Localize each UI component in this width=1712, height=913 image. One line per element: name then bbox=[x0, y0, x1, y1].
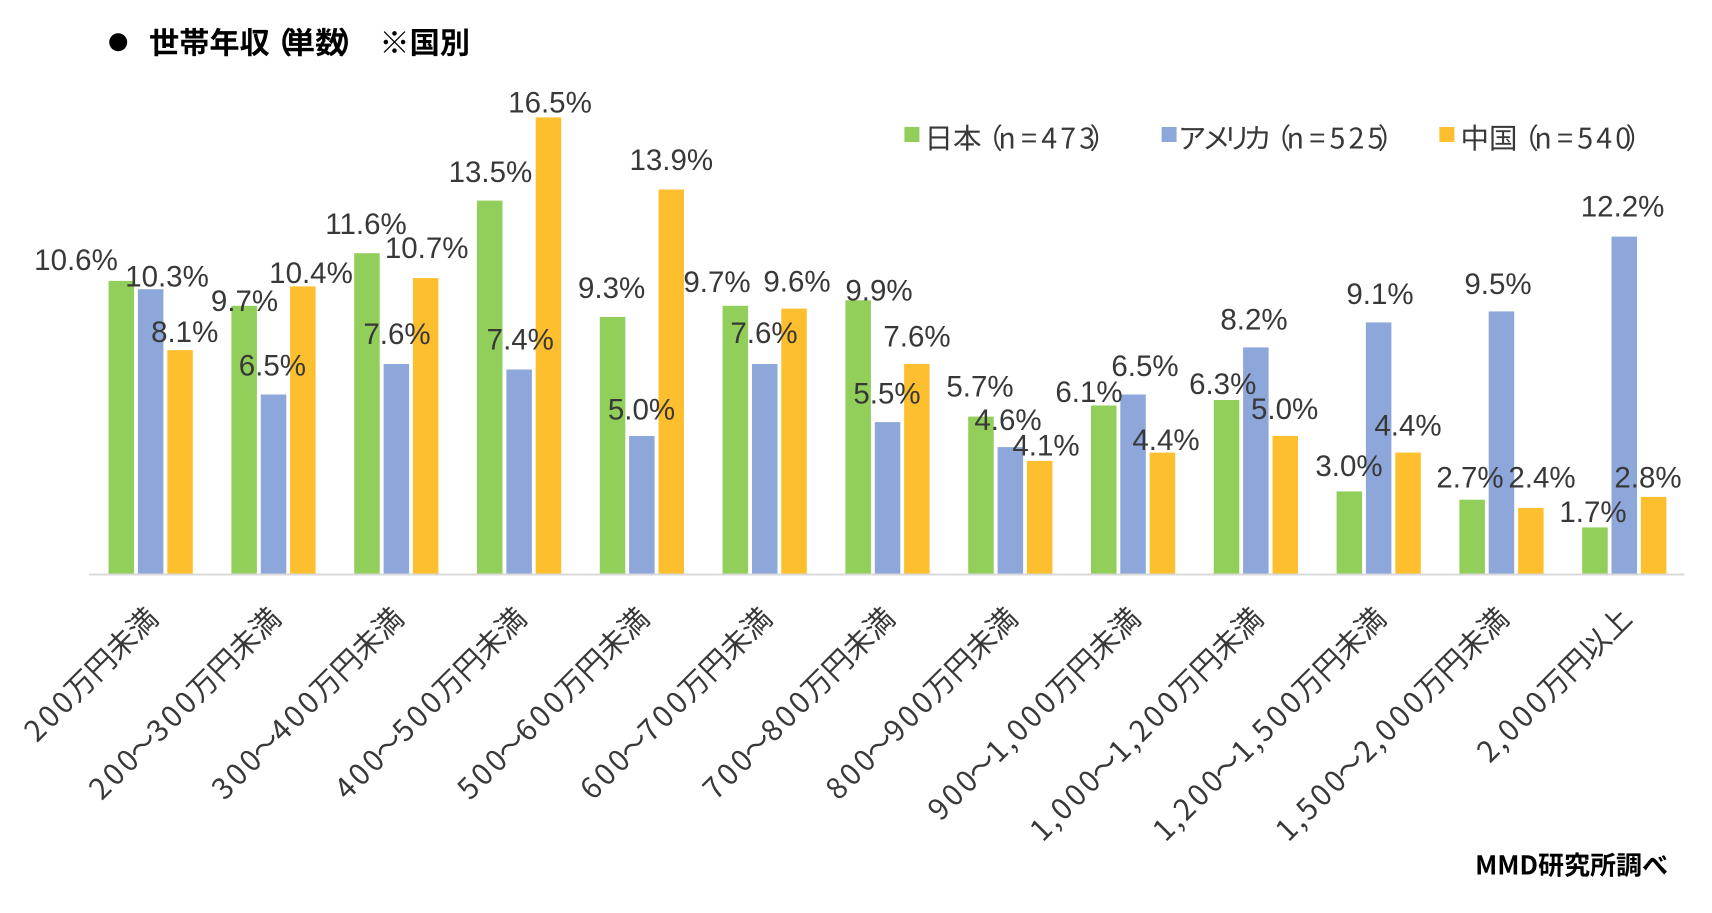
svg-text:4.4%: 4.4% bbox=[1132, 424, 1199, 457]
svg-text:6.5%: 6.5% bbox=[239, 350, 306, 383]
svg-text:9.7%: 9.7% bbox=[683, 266, 750, 299]
svg-text:1.7%: 1.7% bbox=[1559, 496, 1626, 529]
svg-text:7.6%: 7.6% bbox=[883, 321, 950, 354]
svg-text:2.8%: 2.8% bbox=[1614, 461, 1681, 494]
svg-text:2.7%: 2.7% bbox=[1436, 461, 1503, 494]
svg-text:11.6%: 11.6% bbox=[325, 208, 406, 241]
svg-text:4.6%: 4.6% bbox=[974, 404, 1041, 437]
svg-text:12.2%: 12.2% bbox=[1581, 191, 1665, 224]
svg-text:9.5%: 9.5% bbox=[1464, 268, 1531, 301]
svg-text:9.9%: 9.9% bbox=[845, 275, 912, 308]
svg-text:13.5%: 13.5% bbox=[449, 156, 533, 189]
svg-text:10.6%: 10.6% bbox=[34, 244, 118, 277]
svg-text:8.2%: 8.2% bbox=[1220, 304, 1287, 337]
svg-text:6.3%: 6.3% bbox=[1189, 368, 1256, 401]
svg-text:5.0%: 5.0% bbox=[1251, 393, 1318, 426]
svg-text:9.7%: 9.7% bbox=[211, 285, 278, 318]
svg-text:10.7%: 10.7% bbox=[385, 232, 469, 265]
svg-text:16.5%: 16.5% bbox=[508, 87, 592, 120]
svg-text:9.6%: 9.6% bbox=[763, 265, 830, 298]
svg-text:10.4%: 10.4% bbox=[269, 257, 353, 290]
svg-text:2.4%: 2.4% bbox=[1508, 461, 1575, 494]
svg-text:3.0%: 3.0% bbox=[1315, 450, 1382, 483]
svg-text:8.1%: 8.1% bbox=[151, 316, 218, 349]
svg-text:7.6%: 7.6% bbox=[363, 318, 430, 351]
svg-text:5.7%: 5.7% bbox=[946, 371, 1013, 404]
svg-text:7.6%: 7.6% bbox=[730, 317, 797, 350]
svg-text:7.4%: 7.4% bbox=[487, 323, 554, 356]
svg-text:9.3%: 9.3% bbox=[578, 272, 645, 305]
svg-text:4.1%: 4.1% bbox=[1012, 430, 1079, 463]
svg-text:10.3%: 10.3% bbox=[125, 260, 209, 293]
svg-text:13.9%: 13.9% bbox=[629, 144, 713, 177]
svg-text:5.5%: 5.5% bbox=[853, 378, 920, 411]
svg-text:4.4%: 4.4% bbox=[1374, 410, 1441, 443]
svg-text:6.1%: 6.1% bbox=[1055, 376, 1122, 409]
svg-text:9.1%: 9.1% bbox=[1346, 278, 1413, 311]
svg-text:5.0%: 5.0% bbox=[608, 393, 675, 426]
svg-text:6.5%: 6.5% bbox=[1111, 350, 1178, 383]
